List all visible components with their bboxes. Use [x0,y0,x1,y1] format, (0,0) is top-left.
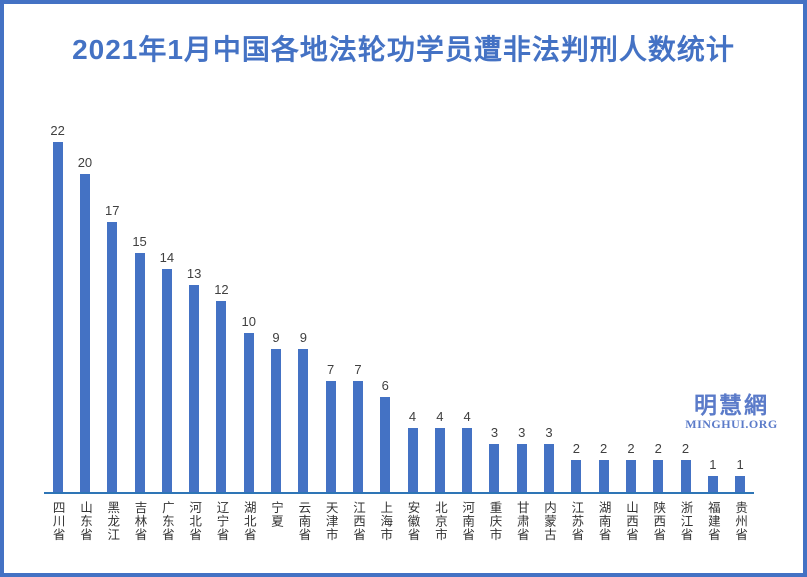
category-label: 福建省 [705,501,720,542]
bar-chart-plot-area: 22 四川省 20 山东省 17 黑龙江 15 吉林省 14 广东省 13 河北省 12 辽宁省 10 湖北省… [4,4,803,573]
category-label: 天津市 [323,501,338,542]
bar-内蒙古 [544,444,555,492]
bar-贵州省 [735,476,746,492]
bar-value-label: 1 [736,457,744,472]
bar-山东省 [79,174,90,492]
bar-湖北省 [243,333,254,492]
bar-value-label: 2 [627,441,635,456]
category-label: 上海市 [378,501,393,542]
category-label: 陕西省 [651,501,666,542]
category-label: 湖北省 [241,501,256,542]
category-label: 贵州省 [733,501,748,542]
bar-value-label: 2 [681,441,690,456]
category-label: 安徽省 [405,501,420,542]
category-label: 广东省 [159,501,174,542]
bar-value-label: 2 [572,441,580,456]
x-axis-line [44,492,754,494]
bar-吉林省 [134,253,145,492]
bar-value-label: 2 [600,441,608,456]
category-label: 重庆市 [487,501,502,542]
bar-value-label: 3 [545,425,553,440]
category-label: 内蒙古 [542,501,557,542]
bar-value-label: 6 [381,378,389,393]
bar-云南省 [298,349,309,492]
category-label: 辽宁省 [214,501,229,542]
bar-湖南省 [598,460,609,492]
category-label: 河北省 [187,501,202,542]
bar-value-label: 2 [654,441,662,456]
bar-广东省 [161,269,172,492]
bar-value-label: 3 [490,425,499,440]
bar-value-label: 22 [50,123,65,138]
chart-title: 2021年1月中国各地法轮功学员遭非法判刑人数统计 [72,34,735,65]
bar-value-label: 10 [241,314,256,329]
bar-山西省 [625,460,636,492]
bar-江苏省 [571,460,582,492]
bar-value-label: 12 [214,282,229,297]
bar-value-label: 1 [709,457,717,472]
bar-value-label: 20 [77,155,93,170]
bar-value-label: 15 [132,234,147,249]
bar-福建省 [707,476,718,492]
bar-value-label: 9 [272,330,280,345]
category-label: 山东省 [77,501,92,542]
minghui-watermark-latin: MINGHUI.ORG [685,417,778,431]
category-label: 吉林省 [132,501,147,542]
bar-黑龙江 [107,222,118,492]
bar-四川省 [52,142,63,492]
bar-value-label: 7 [327,362,335,377]
category-label: 江苏省 [569,501,584,542]
bar-河南省 [462,428,473,492]
minghui-watermark-cjk: 明慧網 [694,392,769,418]
bar-上海市 [380,397,391,492]
bar-辽宁省 [216,301,227,492]
category-label: 浙江省 [678,501,693,542]
category-label: 山西省 [623,501,638,542]
minghui-watermark: 明慧網 MINGHUI.ORG [684,393,779,431]
category-label: 甘肃省 [514,501,529,542]
bar-江西省 [352,381,363,492]
bar-浙江省 [680,460,691,492]
category-label: 河南省 [460,501,475,542]
bar-value-label: 13 [186,266,202,281]
category-label: 云南省 [296,501,311,542]
bar-天津市 [325,381,336,492]
category-label: 江西省 [350,501,365,542]
category-label: 四川省 [50,501,65,542]
bar-value-label: 17 [105,203,120,218]
category-label: 宁夏 [269,501,284,528]
bar-北京市 [434,428,445,492]
category-label: 黑龙江 [105,501,120,542]
bar-value-label: 4 [463,409,471,424]
bar-value-label: 4 [408,409,417,424]
category-label: 北京市 [432,501,447,542]
bar-value-label: 3 [518,425,526,440]
bar-value-label: 7 [354,362,362,377]
bar-安徽省 [407,428,418,492]
bar-陕西省 [653,460,664,492]
bar-河北省 [189,285,200,492]
bar-value-label: 9 [299,330,307,345]
bar-宁夏 [271,349,282,492]
bar-甘肃省 [516,444,527,492]
category-label: 湖南省 [596,501,611,542]
bar-value-label: 4 [436,409,444,424]
bar-value-label: 14 [159,250,175,265]
bar-重庆市 [489,444,500,492]
